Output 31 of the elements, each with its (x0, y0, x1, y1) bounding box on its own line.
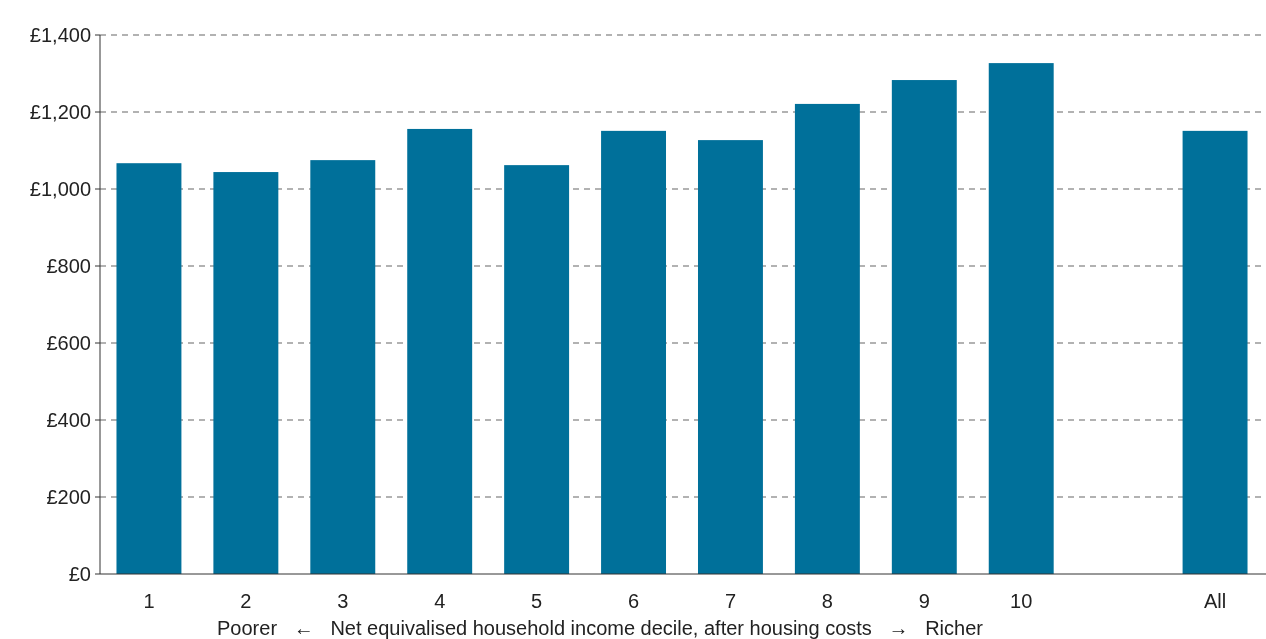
y-tick-label: £1,200 (29, 101, 91, 123)
bar (794, 103, 860, 574)
bar (601, 130, 667, 574)
y-tick-label: £600 (46, 332, 91, 354)
bar (697, 140, 763, 574)
y-tick-label: £800 (46, 255, 91, 277)
x-tick-label: 8 (821, 590, 833, 612)
bar (310, 160, 376, 574)
y-tick-label: £200 (46, 486, 91, 508)
y-tick-label: £0 (68, 563, 91, 585)
x-tick-label: 4 (434, 590, 446, 612)
x-tick-label: 1 (143, 590, 155, 612)
bar (988, 63, 1054, 574)
x-tick-label: 10 (1010, 590, 1033, 612)
bar (116, 163, 182, 574)
x-tick-label: 3 (337, 590, 349, 612)
bar (407, 128, 473, 574)
bar (213, 172, 279, 574)
x-tick-label: 5 (531, 590, 543, 612)
bar (1182, 130, 1248, 574)
x-tick-label: 2 (240, 590, 252, 612)
x-tick-label: 7 (724, 590, 737, 612)
x-tick-label: 9 (918, 590, 930, 612)
bar (504, 165, 570, 574)
bar (891, 80, 957, 574)
x-axis-title: Poorer ← Net equivalised household income decile, after housing costs → Richer (217, 617, 984, 639)
x-tick-label: All (1203, 590, 1227, 612)
y-tick-label: £400 (46, 409, 91, 431)
x-tick-label: 6 (627, 590, 640, 612)
y-tick-label: £1,400 (29, 24, 91, 46)
y-tick-label: £1,000 (29, 178, 91, 200)
